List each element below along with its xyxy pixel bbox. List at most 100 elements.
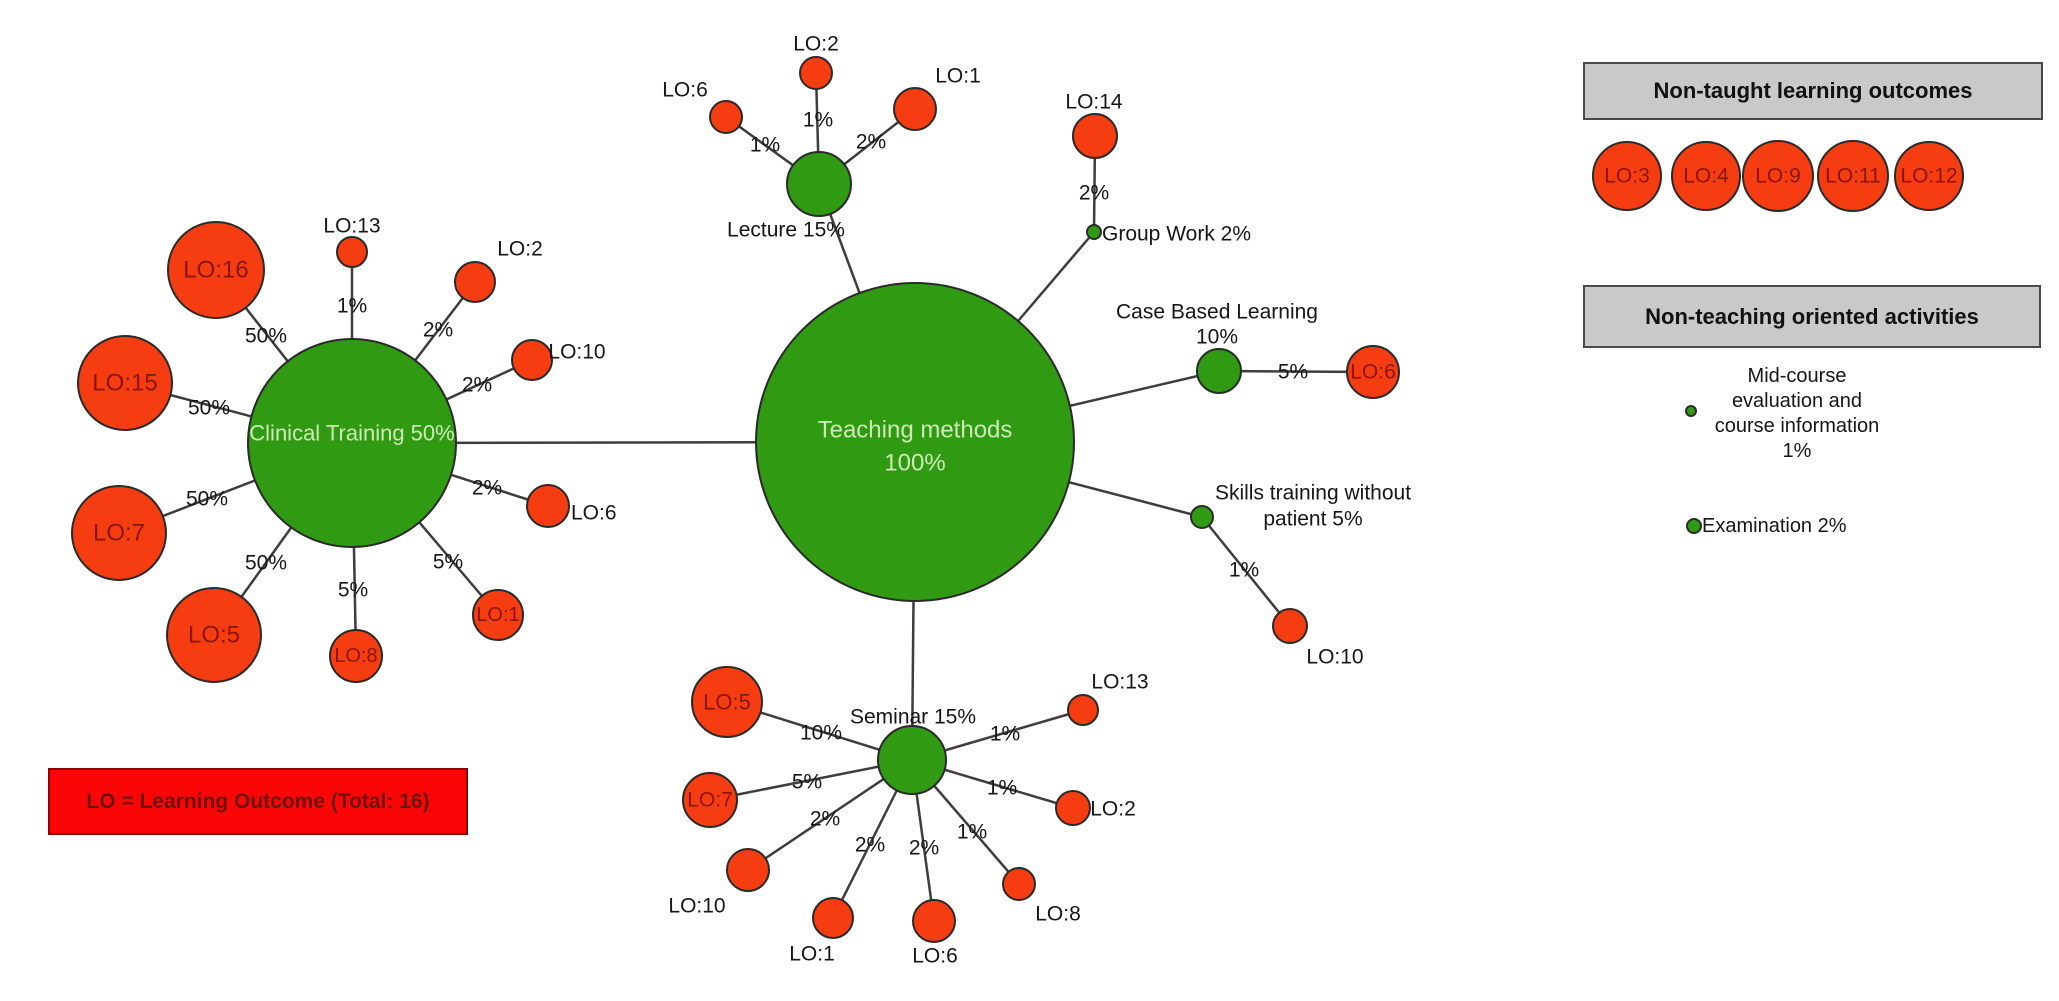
node-g-lo14 (1072, 113, 1118, 159)
node-nt-lo12 (1894, 141, 1964, 211)
node-label-c-lo15: LO:15 (92, 370, 157, 397)
node-label-se-lo5: LO:5 (703, 690, 751, 715)
link-label-skills-s-lo10: 1% (1229, 559, 1259, 582)
learning-outcome-legend-box: LO = Learning Outcome (Total: 16) (48, 768, 468, 835)
node-label-act-mid-line4: 1% (1783, 440, 1812, 462)
node-label-skills-line2: patient 5% (1263, 508, 1362, 531)
node-teaching (755, 282, 1075, 602)
node-label-c-lo13: LO:13 (323, 215, 380, 238)
node-se-lo6 (912, 899, 956, 943)
node-act-mid (1685, 405, 1697, 417)
node-label-cbl-line2: 10% (1196, 326, 1238, 349)
labels-layer: Teaching methods 100% Clinical Training 50… (92, 33, 1957, 968)
link-label-seminar-se-lo2: 1% (987, 777, 1017, 800)
node-label-nt-lo11: LO:11 (1825, 165, 1881, 188)
node-label-nt-lo9: LO:9 (1755, 165, 1801, 188)
link-label-seminar-se-lo1: 2% (855, 834, 885, 857)
node-c-lo13 (336, 236, 368, 268)
node-label-se-lo1: LO:1 (789, 943, 835, 966)
link-label-clinical-c-lo5: 50% (245, 552, 287, 575)
node-cbl (1196, 348, 1242, 394)
node-label-groupwork: Group Work 2% (1102, 223, 1251, 246)
node-se-lo7 (682, 772, 738, 828)
node-label-act-mid-line3: course information (1715, 415, 1880, 437)
node-l-lo6 (709, 100, 743, 134)
link-label-seminar-se-lo5: 10% (800, 722, 842, 745)
node-c-lo10 (511, 339, 553, 381)
node-c-lo15 (77, 335, 173, 431)
node-se-lo8 (1002, 867, 1036, 901)
node-label-c-lo7: LO:7 (93, 520, 145, 547)
node-se-lo2 (1055, 790, 1091, 826)
node-label-se-lo6: LO:6 (912, 945, 958, 968)
link-label-clinical-c-lo1: 5% (433, 551, 463, 574)
link-label-seminar-se-lo6: 2% (909, 837, 939, 860)
link-label-lecture-l-lo6: 1% (750, 134, 780, 157)
node-label-act-mid-line1: Mid-course (1748, 365, 1847, 387)
node-label-g-lo14: LO:14 (1065, 91, 1123, 114)
node-nt-lo11 (1817, 140, 1889, 212)
link-label-clinical-c-lo10: 2% (462, 374, 492, 397)
node-c-lo2 (454, 261, 496, 303)
node-label-c-lo6: LO:6 (571, 502, 617, 525)
node-label-lecture: Lecture 15% (727, 219, 845, 242)
link-label-seminar-se-lo10: 2% (810, 808, 840, 831)
node-c-lo8 (329, 629, 383, 683)
node-label-act-mid-line2: evaluation and (1732, 390, 1862, 412)
node-l-lo2 (799, 56, 833, 90)
node-label-c-lo8: LO:8 (334, 645, 377, 667)
link-label-seminar-se-lo7: 5% (792, 771, 822, 794)
link-label-groupwork-g-lo14: 2% (1079, 182, 1109, 205)
node-c-lo7 (71, 485, 167, 581)
node-label-nt-lo4: LO:4 (1683, 165, 1729, 188)
node-label-clinical: Clinical Training 50% (249, 421, 454, 446)
node-l-lo1 (893, 87, 937, 131)
link-label-lecture-l-lo2: 1% (803, 109, 833, 132)
link-label-clinical-c-lo7: 50% (186, 488, 228, 511)
link-skills-s-lo10 (1201, 516, 1291, 627)
node-label-seminar: Seminar 15% (850, 706, 976, 729)
node-label-se-lo8: LO:8 (1035, 903, 1081, 926)
link-label-clinical-c-lo16: 50% (245, 325, 287, 348)
node-seminar (877, 725, 947, 795)
node-label-c-lo5: LO:5 (188, 622, 240, 649)
node-label-cbl-line1: Case Based Learning (1116, 301, 1318, 324)
link-label-clinical-c-lo2: 2% (423, 319, 453, 342)
node-label-act-exam: Examination 2% (1702, 515, 1847, 537)
link-label-seminar-se-lo13: 1% (990, 723, 1020, 746)
node-label-l-lo2: LO:2 (793, 33, 839, 56)
node-nt-lo3 (1592, 141, 1662, 211)
node-act-exam (1686, 518, 1702, 534)
link-label-clinical-c-lo15: 50% (188, 397, 230, 420)
node-label-se-lo7: LO:7 (687, 789, 733, 812)
node-se-lo1 (812, 897, 854, 939)
node-label-c-lo1: LO:1 (476, 604, 519, 626)
node-c-lo5 (166, 587, 262, 683)
node-label-nt-lo12: LO:12 (1900, 165, 1957, 188)
node-nt-lo9 (1742, 140, 1814, 212)
node-c-lo6 (526, 484, 570, 528)
node-lecture (786, 151, 852, 217)
link-label-lecture-l-lo1: 2% (856, 131, 886, 154)
node-se-lo5 (691, 666, 763, 738)
link-label-seminar-se-lo8: 1% (957, 821, 987, 844)
nodes-layer (71, 56, 1964, 943)
node-label-l-lo1: LO:1 (935, 65, 981, 88)
node-label-se-lo10: LO:10 (668, 895, 725, 918)
node-groupwork (1086, 224, 1102, 240)
node-label-c-lo10: LO:10 (548, 341, 605, 364)
node-c-lo16 (167, 221, 265, 319)
node-s-lo10 (1272, 608, 1308, 644)
node-clinical (247, 338, 457, 548)
non-teaching-oriented-activities-panel-title: Non-teaching oriented activities (1583, 285, 2041, 348)
link-label-clinical-c-lo6: 2% (472, 477, 502, 500)
node-label-l-lo6: LO:6 (662, 79, 708, 102)
node-se-lo13 (1067, 694, 1099, 726)
node-label-c-lo16: LO:16 (183, 257, 248, 284)
link-label-clinical-c-lo8: 5% (338, 579, 368, 602)
node-label-teaching-line1: Teaching methods (818, 417, 1013, 444)
node-label-s-lo10: LO:10 (1306, 646, 1363, 669)
node-label-skills-line1: Skills training without (1215, 482, 1411, 505)
